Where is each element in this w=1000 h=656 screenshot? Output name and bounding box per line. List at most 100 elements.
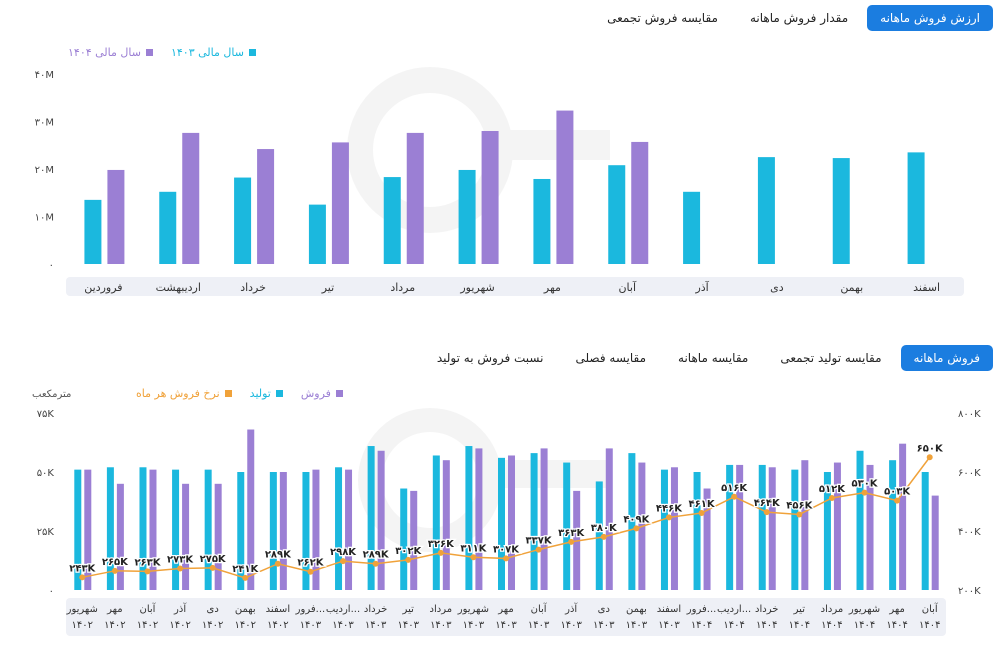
x-tick-month: اسفند xyxy=(266,604,290,615)
legend-item-production[interactable]: تولید xyxy=(250,387,283,400)
sales-rate-label: ۵۰۳K xyxy=(884,487,911,498)
production-bar xyxy=(204,469,212,590)
bar xyxy=(683,191,701,264)
x-tick-month: دی xyxy=(207,604,219,615)
x-tick-month: شهریور xyxy=(457,604,489,615)
sales-bar xyxy=(312,469,320,590)
x-tick-month: آبان xyxy=(140,602,157,615)
x-tick-month: فرور... xyxy=(295,604,326,615)
x-tick-label: آبان xyxy=(618,280,636,294)
sales-bar xyxy=(116,483,124,590)
y-tick-label: ۴۰M xyxy=(35,70,54,81)
production-bar xyxy=(106,467,114,590)
sales-rate-point xyxy=(209,564,216,571)
sales-rate-label: ۲۴۱K xyxy=(232,564,259,575)
x-tick-label: مهر xyxy=(543,281,561,294)
y-tick-label: ۱۰M xyxy=(35,213,54,224)
tab-monthly-sales-value[interactable]: ارزش فروش ماهانه xyxy=(868,6,992,30)
legend-swatch-1403 xyxy=(248,49,256,56)
x-tick-month: تیر xyxy=(793,604,806,615)
x-tick-month: آذر xyxy=(564,602,578,615)
legend-item-1403[interactable]: سال مالی ۱۴۰۳ xyxy=(171,46,256,59)
x-tick-year: ۱۴۰۳ xyxy=(397,620,419,631)
x-tick-label: تیر xyxy=(321,281,334,294)
production-bar xyxy=(856,450,864,590)
tab-sales-to-production-ratio[interactable]: نسبت فروش به تولید xyxy=(436,351,544,365)
sales-rate-point xyxy=(828,494,835,501)
x-tick-month: مرداد xyxy=(821,604,844,615)
y-tick-label: ۲۰M xyxy=(35,165,54,176)
sales-rate-point xyxy=(274,560,281,567)
sales-bar xyxy=(214,483,222,590)
x-tick-month: اردیب... xyxy=(717,604,751,615)
x-tick-year: ۱۴۰۲ xyxy=(235,620,256,631)
legend-item-1404[interactable]: سال مالی ۱۴۰۴ xyxy=(68,46,153,59)
bar xyxy=(308,204,326,264)
tab-monthly-sales-quantity[interactable]: مقدار فروش ماهانه xyxy=(749,11,849,25)
bar xyxy=(406,132,424,264)
x-tick-year: ۱۴۰۳ xyxy=(430,620,452,631)
sales-rate-label: ۲۷۵K xyxy=(200,554,227,565)
x-tick-year: ۱۴۰۳ xyxy=(463,620,485,631)
right-y-tick-label: ۸۰۰K xyxy=(958,409,981,420)
x-tick-year: ۱۴۰۴ xyxy=(821,620,842,631)
production-bar xyxy=(823,472,831,590)
x-tick-year: ۱۴۰۳ xyxy=(658,620,680,631)
x-tick-year: ۱۴۰۴ xyxy=(919,620,940,631)
tab-cumulative-production[interactable]: مقایسه تولید تجمعی xyxy=(780,351,882,365)
x-tick-year: ۱۴۰۳ xyxy=(332,620,354,631)
x-tick-year: ۱۴۰۳ xyxy=(365,620,387,631)
sales-rate-label: ۶۵۰K xyxy=(917,443,944,454)
sales-rate-label: ۴۶۱K xyxy=(689,499,716,510)
sales-rate-label: ۲۶۳K xyxy=(134,557,161,568)
sales-bar xyxy=(866,464,874,590)
monthly-sales-value-chart: ۰ ۱۰M ۲۰M ۳۰M ۴۰M فروردین اردیبهشت خرداد تیر مردا… xyxy=(35,70,964,296)
legend-item-sales[interactable]: فروش xyxy=(301,387,343,400)
left-y-tick-label: ۰ xyxy=(49,586,54,597)
watermark-logo-bottom xyxy=(358,408,610,552)
sales-rate-point xyxy=(665,514,672,521)
tab-monthly-sales[interactable]: فروش ماهانه xyxy=(901,346,992,370)
left-y-tick-label: ۵۰K xyxy=(37,468,55,479)
sales-rate-label: ۲۷۳K xyxy=(167,554,194,565)
production-bar xyxy=(302,472,310,590)
x-tick-month: شهریور xyxy=(66,604,98,615)
sales-rate-point xyxy=(307,568,314,575)
bar xyxy=(107,169,125,264)
bar xyxy=(257,149,275,264)
sales-rate-point xyxy=(111,567,118,574)
sales-rate-point xyxy=(796,511,803,518)
bar xyxy=(331,142,349,264)
y-tick-label: ۳۰M xyxy=(35,118,54,129)
tab-seasonal-comparison[interactable]: مقایسه فصلی xyxy=(575,351,647,365)
sales-bar xyxy=(801,460,809,590)
x-tick-label: اسفند xyxy=(913,281,940,294)
bottom-tab-bar: فروش ماهانه مقایسه تولید تجمعی مقایسه ما… xyxy=(425,346,992,370)
sales-bar xyxy=(768,467,776,590)
x-tick-label: فروردین xyxy=(84,281,122,294)
tab-cumulative-sales-comparison[interactable]: مقایسه فروش تجمعی xyxy=(607,11,718,25)
legend-item-sales-rate[interactable]: نرخ فروش هر ماه xyxy=(136,387,232,400)
production-bar xyxy=(758,464,766,590)
sales-bar xyxy=(279,472,287,590)
production-bar xyxy=(889,460,897,590)
x-tick-month: آذر xyxy=(173,602,187,615)
legend-swatch-production xyxy=(275,390,283,397)
bar xyxy=(533,178,551,264)
production-bar xyxy=(921,472,929,590)
x-tick-month: بهمن xyxy=(235,604,256,615)
sales-rate-point xyxy=(79,574,86,581)
tab-monthly-comparison[interactable]: مقایسه ماهانه xyxy=(678,351,749,365)
sales-rate-label: ۲۶۲K xyxy=(297,558,324,569)
x-axis-band xyxy=(66,277,964,296)
sales-bar xyxy=(247,429,255,590)
x-tick-label: اردیبهشت xyxy=(156,281,201,294)
x-tick-month: اسفند xyxy=(657,604,681,615)
x-tick-month: شهریور xyxy=(848,604,880,615)
production-bar xyxy=(726,464,734,590)
x-tick-month: آبان xyxy=(922,602,939,615)
bar xyxy=(757,157,775,264)
production-bar xyxy=(269,472,277,590)
x-tick-month: مهر xyxy=(106,604,122,615)
bar xyxy=(458,169,476,264)
